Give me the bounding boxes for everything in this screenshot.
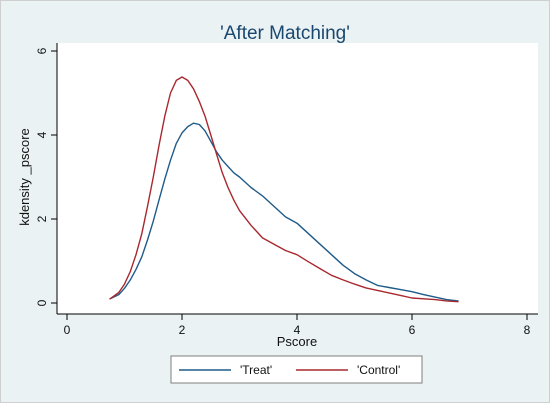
plot-area — [57, 43, 538, 314]
x-axis-label: Pscore — [277, 334, 317, 349]
x-tick-label: 0 — [64, 323, 71, 337]
legend-label-0: 'Treat' — [240, 363, 272, 377]
x-tick-label: 6 — [409, 323, 416, 337]
x-tick-label: 2 — [179, 323, 186, 337]
chart-title: 'After Matching' — [220, 23, 350, 44]
y-tick-label: 0 — [35, 299, 49, 306]
y-axis-label: kdensity _pscore — [17, 128, 32, 226]
y-axis-ticks: 0 2 4 6 — [35, 47, 57, 306]
y-tick-label: 4 — [35, 131, 49, 138]
y-tick-label: 6 — [35, 47, 49, 54]
y-tick-label: 2 — [35, 215, 49, 222]
series-line-1 — [109, 76, 459, 303]
x-axis-ticks: 0 2 4 6 8 — [64, 314, 531, 337]
series-line-0 — [109, 122, 459, 302]
series-lines — [109, 76, 459, 303]
x-tick-label: 8 — [524, 323, 531, 337]
x-tick-label: 4 — [294, 323, 301, 337]
legend-label-1: 'Control' — [357, 363, 400, 377]
legend: 'Treat' 'Control' — [179, 363, 400, 377]
